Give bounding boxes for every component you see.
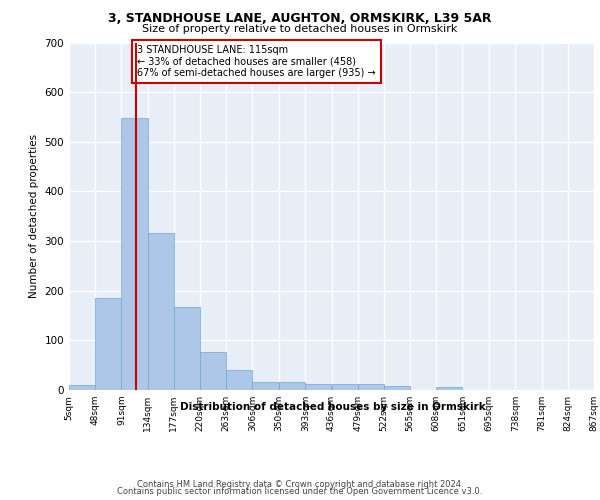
Bar: [95, 298, 121, 390]
Bar: [69, 385, 95, 390]
Bar: [384, 386, 410, 390]
Text: Contains public sector information licensed under the Open Government Licence v3: Contains public sector information licen…: [118, 488, 482, 496]
Text: 3, STANDHOUSE LANE, AUGHTON, ORMSKIRK, L39 5AR: 3, STANDHOUSE LANE, AUGHTON, ORMSKIRK, L…: [108, 12, 492, 26]
Bar: [226, 370, 253, 390]
Bar: [436, 386, 463, 390]
Bar: [148, 233, 174, 390]
Bar: [253, 382, 279, 390]
Bar: [358, 384, 384, 390]
Bar: [121, 118, 148, 390]
Text: 3 STANDHOUSE LANE: 115sqm
← 33% of detached houses are smaller (458)
67% of semi: 3 STANDHOUSE LANE: 115sqm ← 33% of detac…: [137, 45, 376, 78]
Text: Contains HM Land Registry data © Crown copyright and database right 2024.: Contains HM Land Registry data © Crown c…: [137, 480, 463, 489]
Bar: [305, 384, 331, 390]
Text: Size of property relative to detached houses in Ormskirk: Size of property relative to detached ho…: [142, 24, 458, 34]
Bar: [174, 306, 200, 390]
Text: Distribution of detached houses by size in Ormskirk: Distribution of detached houses by size …: [180, 402, 486, 412]
Bar: [279, 382, 305, 390]
Bar: [331, 384, 358, 390]
Bar: [200, 352, 226, 390]
Y-axis label: Number of detached properties: Number of detached properties: [29, 134, 39, 298]
